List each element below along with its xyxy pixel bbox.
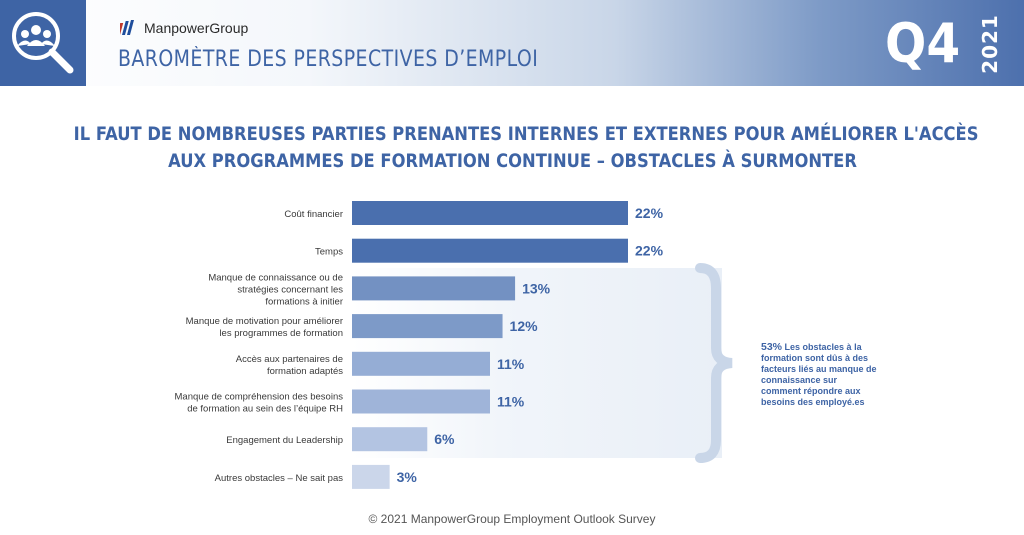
footer-copyright: © 2021 ManpowerGroup Employment Outlook … <box>368 512 656 526</box>
bar-6 <box>352 427 428 452</box>
category-label-5: Manque de compréhension des besoins de fo… <box>175 392 344 415</box>
chart-title-line2: AUX PROGRAMMES DE FORMATION CONTINUE – O… <box>167 150 857 172</box>
category-label-7: Autres obstacles – Ne sait pas <box>215 473 344 484</box>
chart-title-line1: IL FAUT DE NOMBREUSES PARTIES PRENANTES … <box>73 123 979 145</box>
bracket-note: 53% Les obstacles à la formation sont dû… <box>761 342 879 408</box>
barometer-title: BAROMÈTRE DES PERSPECTIVES D’EMPLOI <box>118 47 539 72</box>
category-label-3: Manque de motivation pour améliorer les p… <box>186 316 343 339</box>
bar-5 <box>352 389 490 414</box>
value-label-0: 22% <box>635 205 664 221</box>
category-label-6: Engagement du Leadership <box>226 435 343 446</box>
value-label-1: 22% <box>635 243 664 259</box>
bar-7 <box>352 464 390 489</box>
value-label-4: 11% <box>497 356 525 372</box>
bar-4 <box>352 351 490 376</box>
bar-1 <box>352 238 628 263</box>
bar-3 <box>352 314 503 339</box>
brand-name: ManpowerGroup <box>144 20 249 36</box>
value-label-2: 13% <box>522 280 551 296</box>
quarter-label: Q4 <box>885 12 961 75</box>
header: ManpowerGroup BAROMÈTRE DES PERSPECTIVES… <box>0 0 1024 86</box>
value-label-6: 6% <box>434 431 455 447</box>
category-label-1: Temps <box>315 247 343 258</box>
bar-0 <box>352 201 628 225</box>
note-text: Les obstacles à la formation sont dûs à … <box>761 342 877 407</box>
curly-brace <box>695 263 733 463</box>
value-label-5: 11% <box>497 394 525 410</box>
category-label-0: Coût financier <box>284 209 343 220</box>
brand-mark-icon <box>120 20 134 35</box>
people-search-icon <box>0 0 86 86</box>
brand-logo: ManpowerGroup <box>120 20 248 36</box>
note-percent: 53% <box>761 341 783 353</box>
category-label-2: Manque de connaissance ou de stratégies c… <box>208 272 343 307</box>
value-label-7: 3% <box>397 469 418 485</box>
category-label-4: Accès aux partenaires de formation adapté… <box>236 354 343 377</box>
bar-2 <box>352 276 516 301</box>
value-label-3: 12% <box>510 318 539 334</box>
